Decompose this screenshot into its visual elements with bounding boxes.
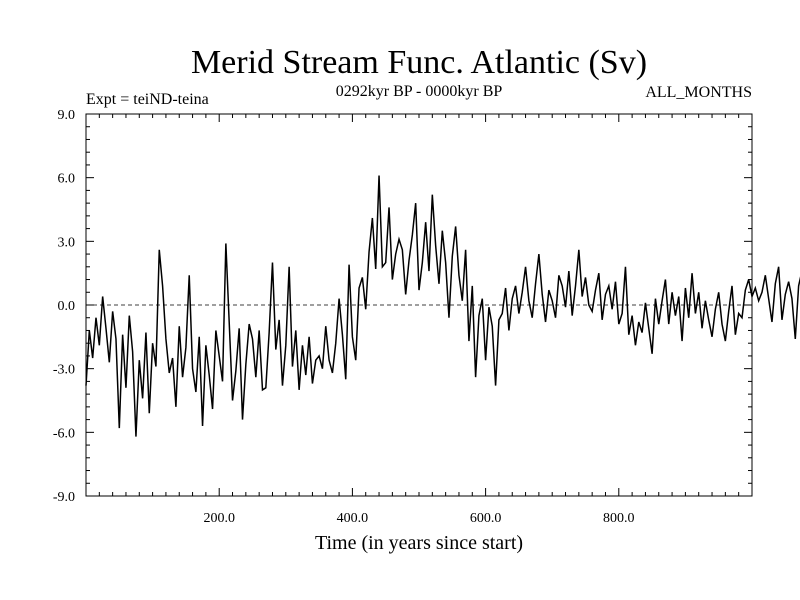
plot-series xyxy=(85,175,800,437)
y-tick-label: -3.0 xyxy=(53,363,75,378)
x-tick-label: 800.0 xyxy=(603,511,635,526)
time-range-label: 0292kyr BP - 0000kyr BP xyxy=(336,83,503,100)
chart-title: Merid Stream Func. Atlantic (Sv) xyxy=(191,44,647,81)
y-tick-label: 6.0 xyxy=(58,172,76,187)
y-tick-label: 0.0 xyxy=(58,299,76,314)
x-axis-label: Time (in years since start) xyxy=(315,532,523,554)
x-tick-label: 400.0 xyxy=(337,511,369,526)
plot-axes: 200.0 400.0 600.0 800.0 -9.0 -6.0 -3.0 0.0 3.0 6.… xyxy=(53,108,753,526)
y-tick-label: -9.0 xyxy=(53,490,75,505)
months-label: ALL_MONTHS xyxy=(645,84,752,101)
x-tick-label: 600.0 xyxy=(470,511,502,526)
x-tick-label: 200.0 xyxy=(203,511,235,526)
y-tick-label: -6.0 xyxy=(53,426,75,441)
y-tick-label: 3.0 xyxy=(58,235,76,250)
y-tick-label: 9.0 xyxy=(58,108,76,123)
series-line xyxy=(85,175,800,437)
experiment-label: Expt = teiND-teina xyxy=(86,91,209,108)
